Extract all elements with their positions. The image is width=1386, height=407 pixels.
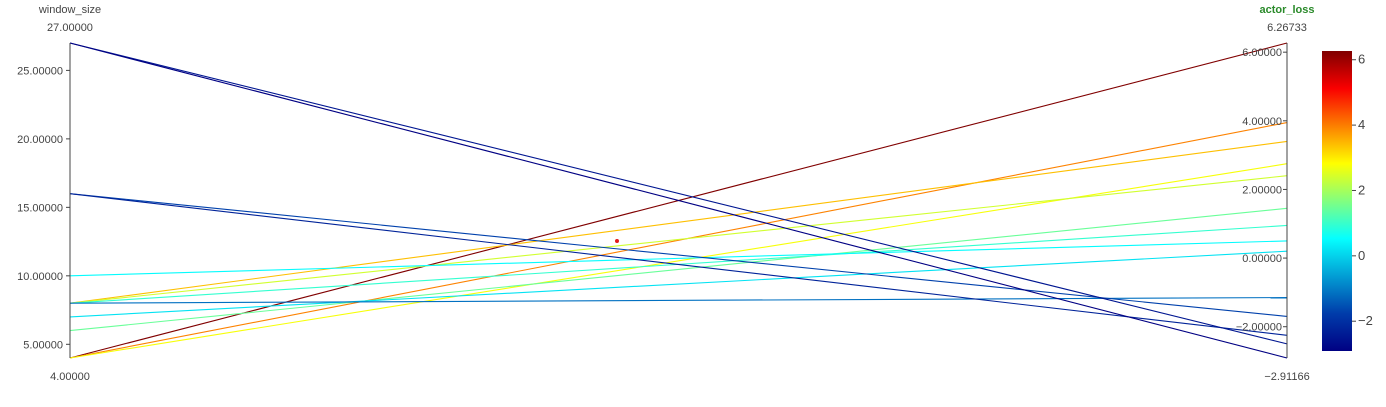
tick-label: 5.00000 [23, 339, 63, 351]
axis-range-max: 6.26733 [1267, 22, 1307, 34]
axis-window_size: 5.00000 10.00000 15.00000 20.00000 25.00000 4… [17, 4, 101, 383]
colorbar-tick-label: 2 [1358, 182, 1365, 197]
axis-range-min: −2.91166 [1264, 371, 1309, 383]
axes-layer: 5.00000 10.00000 15.00000 20.00000 25.00000 4… [17, 4, 1314, 383]
polyline-11 [69, 193, 1288, 336]
polyline-13 [69, 42, 1288, 359]
marker-dot [615, 239, 619, 243]
polyline-6 [69, 240, 1288, 277]
axis-title: window_size [38, 4, 101, 16]
axis-actor_loss: −2.00000 0.00000 2.00000 4.00000 6.00000 −2.9… [1236, 4, 1315, 383]
tick-label: 2.00000 [1242, 184, 1282, 196]
axis-range-max: 27.00000 [47, 22, 93, 34]
colorbar-tick-label: 0 [1358, 248, 1365, 263]
tick-label: 4.00000 [1242, 116, 1282, 128]
polyline-10 [69, 193, 1288, 317]
tick-label: 0.00000 [1242, 253, 1282, 265]
polyline-9 [69, 296, 1288, 304]
polyline-3 [69, 163, 1288, 359]
tick-label: 20.00000 [17, 134, 63, 146]
tick-label: −2.00000 [1236, 322, 1282, 334]
polylines-layer [69, 42, 1288, 359]
colorbar: −2 0 2 4 6 [1322, 51, 1373, 351]
colorbar-tick-label: 4 [1358, 117, 1365, 132]
tick-label: 6.00000 [1242, 47, 1282, 59]
colorbar-gradient [1322, 51, 1352, 351]
tick-label: 25.00000 [17, 65, 63, 77]
tick-label: 15.00000 [17, 202, 63, 214]
polyline-12 [69, 42, 1288, 345]
polyline-14 [69, 140, 1288, 304]
colorbar-tick-label: 6 [1358, 52, 1365, 67]
tick-label: 10.00000 [17, 271, 63, 283]
polyline-4 [69, 175, 1288, 304]
polyline-2 [69, 121, 1288, 359]
axis-range-min: 4.00000 [50, 371, 90, 383]
polyline-5 [69, 207, 1288, 332]
polyline-8 [69, 250, 1288, 318]
axis-title: actor_loss [1259, 4, 1314, 16]
colorbar-tick-label: −2 [1358, 313, 1373, 328]
